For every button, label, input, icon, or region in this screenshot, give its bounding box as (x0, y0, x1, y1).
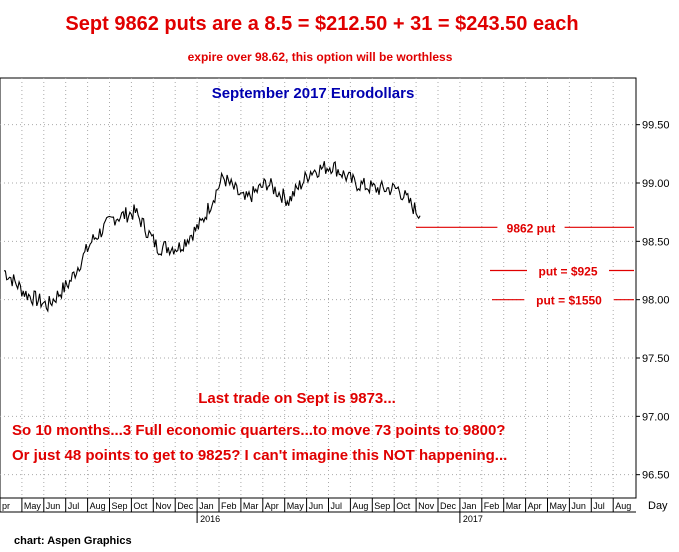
x-tick-label: Mar (243, 501, 259, 511)
x-tick-label: Feb (484, 501, 500, 511)
put-level-label: put = $925 (538, 265, 597, 279)
plot-area (0, 77, 637, 499)
x-tick-label: Nov (155, 501, 172, 511)
x-tick-label: Feb (221, 501, 237, 511)
y-tick-label: 96.50 (642, 470, 670, 482)
x-tick-label: May (287, 501, 305, 511)
put-level-label-bg (497, 220, 565, 235)
x-tick-label: Mar (506, 501, 522, 511)
x-tick-label: Aug (352, 501, 368, 511)
x-tick-label: May (550, 501, 568, 511)
y-tick-label: 97.50 (642, 353, 670, 365)
x-tick-label: Jun (46, 501, 61, 511)
x-tick-label: Sep (112, 501, 128, 511)
x-tick-label: Aug (615, 501, 631, 511)
x-tick-label: Oct (133, 501, 148, 511)
put-level-label: put = $1550 (536, 294, 602, 308)
x-tick-label: Jan (199, 501, 214, 511)
y-tick-label: 97.00 (642, 411, 670, 423)
x-tick-label: Aug (90, 501, 106, 511)
put-level-annotations: 9862 put put = $925 put = $1550 (416, 220, 634, 308)
x-axis-years: 2016 2017 (196, 512, 483, 524)
footer-credit: chart: Aspen Graphics (14, 535, 132, 547)
x-tick-label: Apr (265, 501, 279, 511)
x-tick-label: Dec (440, 501, 457, 511)
put-level-label-bg (527, 263, 609, 278)
y-tick-label: 99.00 (642, 178, 670, 190)
x-year-label: 2017 (463, 514, 483, 524)
x-tick-label: Jul (593, 501, 605, 511)
y-tick-label: 98.50 (642, 236, 670, 248)
put-level-label: 9862 put (507, 221, 556, 235)
x-tick-label: Nov (418, 501, 435, 511)
header-title: Sept 9862 puts are a 8.5 = $212.50 + 31 … (65, 13, 578, 35)
x-year-label: 2016 (200, 514, 220, 524)
x-tick-label: Jul (68, 501, 80, 511)
x-unit-label: Day (648, 500, 668, 512)
x-axis-ticks: pr May Jun Jul Aug Sep Oct Nov Dec Jan Feb Mar Apr Ma… (0, 498, 636, 513)
x-tick-label: Jan (462, 501, 477, 511)
x-tick-label: May (24, 501, 42, 511)
x-tick-label: Jun (309, 501, 324, 511)
last-trade-note: Last trade on Sept is 9873... (198, 390, 396, 407)
y-tick-label: 98.00 (642, 295, 670, 307)
chart-title: September 2017 Eurodollars (212, 85, 415, 102)
note-line-1: So 10 months...3 Full economic quarters.… (12, 422, 505, 439)
x-tick-label: pr (2, 501, 10, 511)
x-tick-label: Jul (331, 501, 343, 511)
y-tick-label: 99.50 (642, 120, 670, 132)
x-tick-label: Sep (374, 501, 390, 511)
put-level-label-bg (524, 292, 614, 307)
x-tick-label: Jun (571, 501, 586, 511)
price-series-line (3, 161, 421, 313)
x-tick-label: Oct (396, 501, 411, 511)
x-tick-label: Apr (528, 501, 542, 511)
y-axis-ticks: 99.50 99.00 98.50 98.00 97.50 97.00 96.50 (636, 120, 670, 482)
x-tick-label: Dec (177, 501, 194, 511)
header-subtitle: expire over 98.62, this option will be w… (188, 50, 453, 64)
note-line-2: Or just 48 points to get to 9825? I can'… (12, 447, 507, 464)
